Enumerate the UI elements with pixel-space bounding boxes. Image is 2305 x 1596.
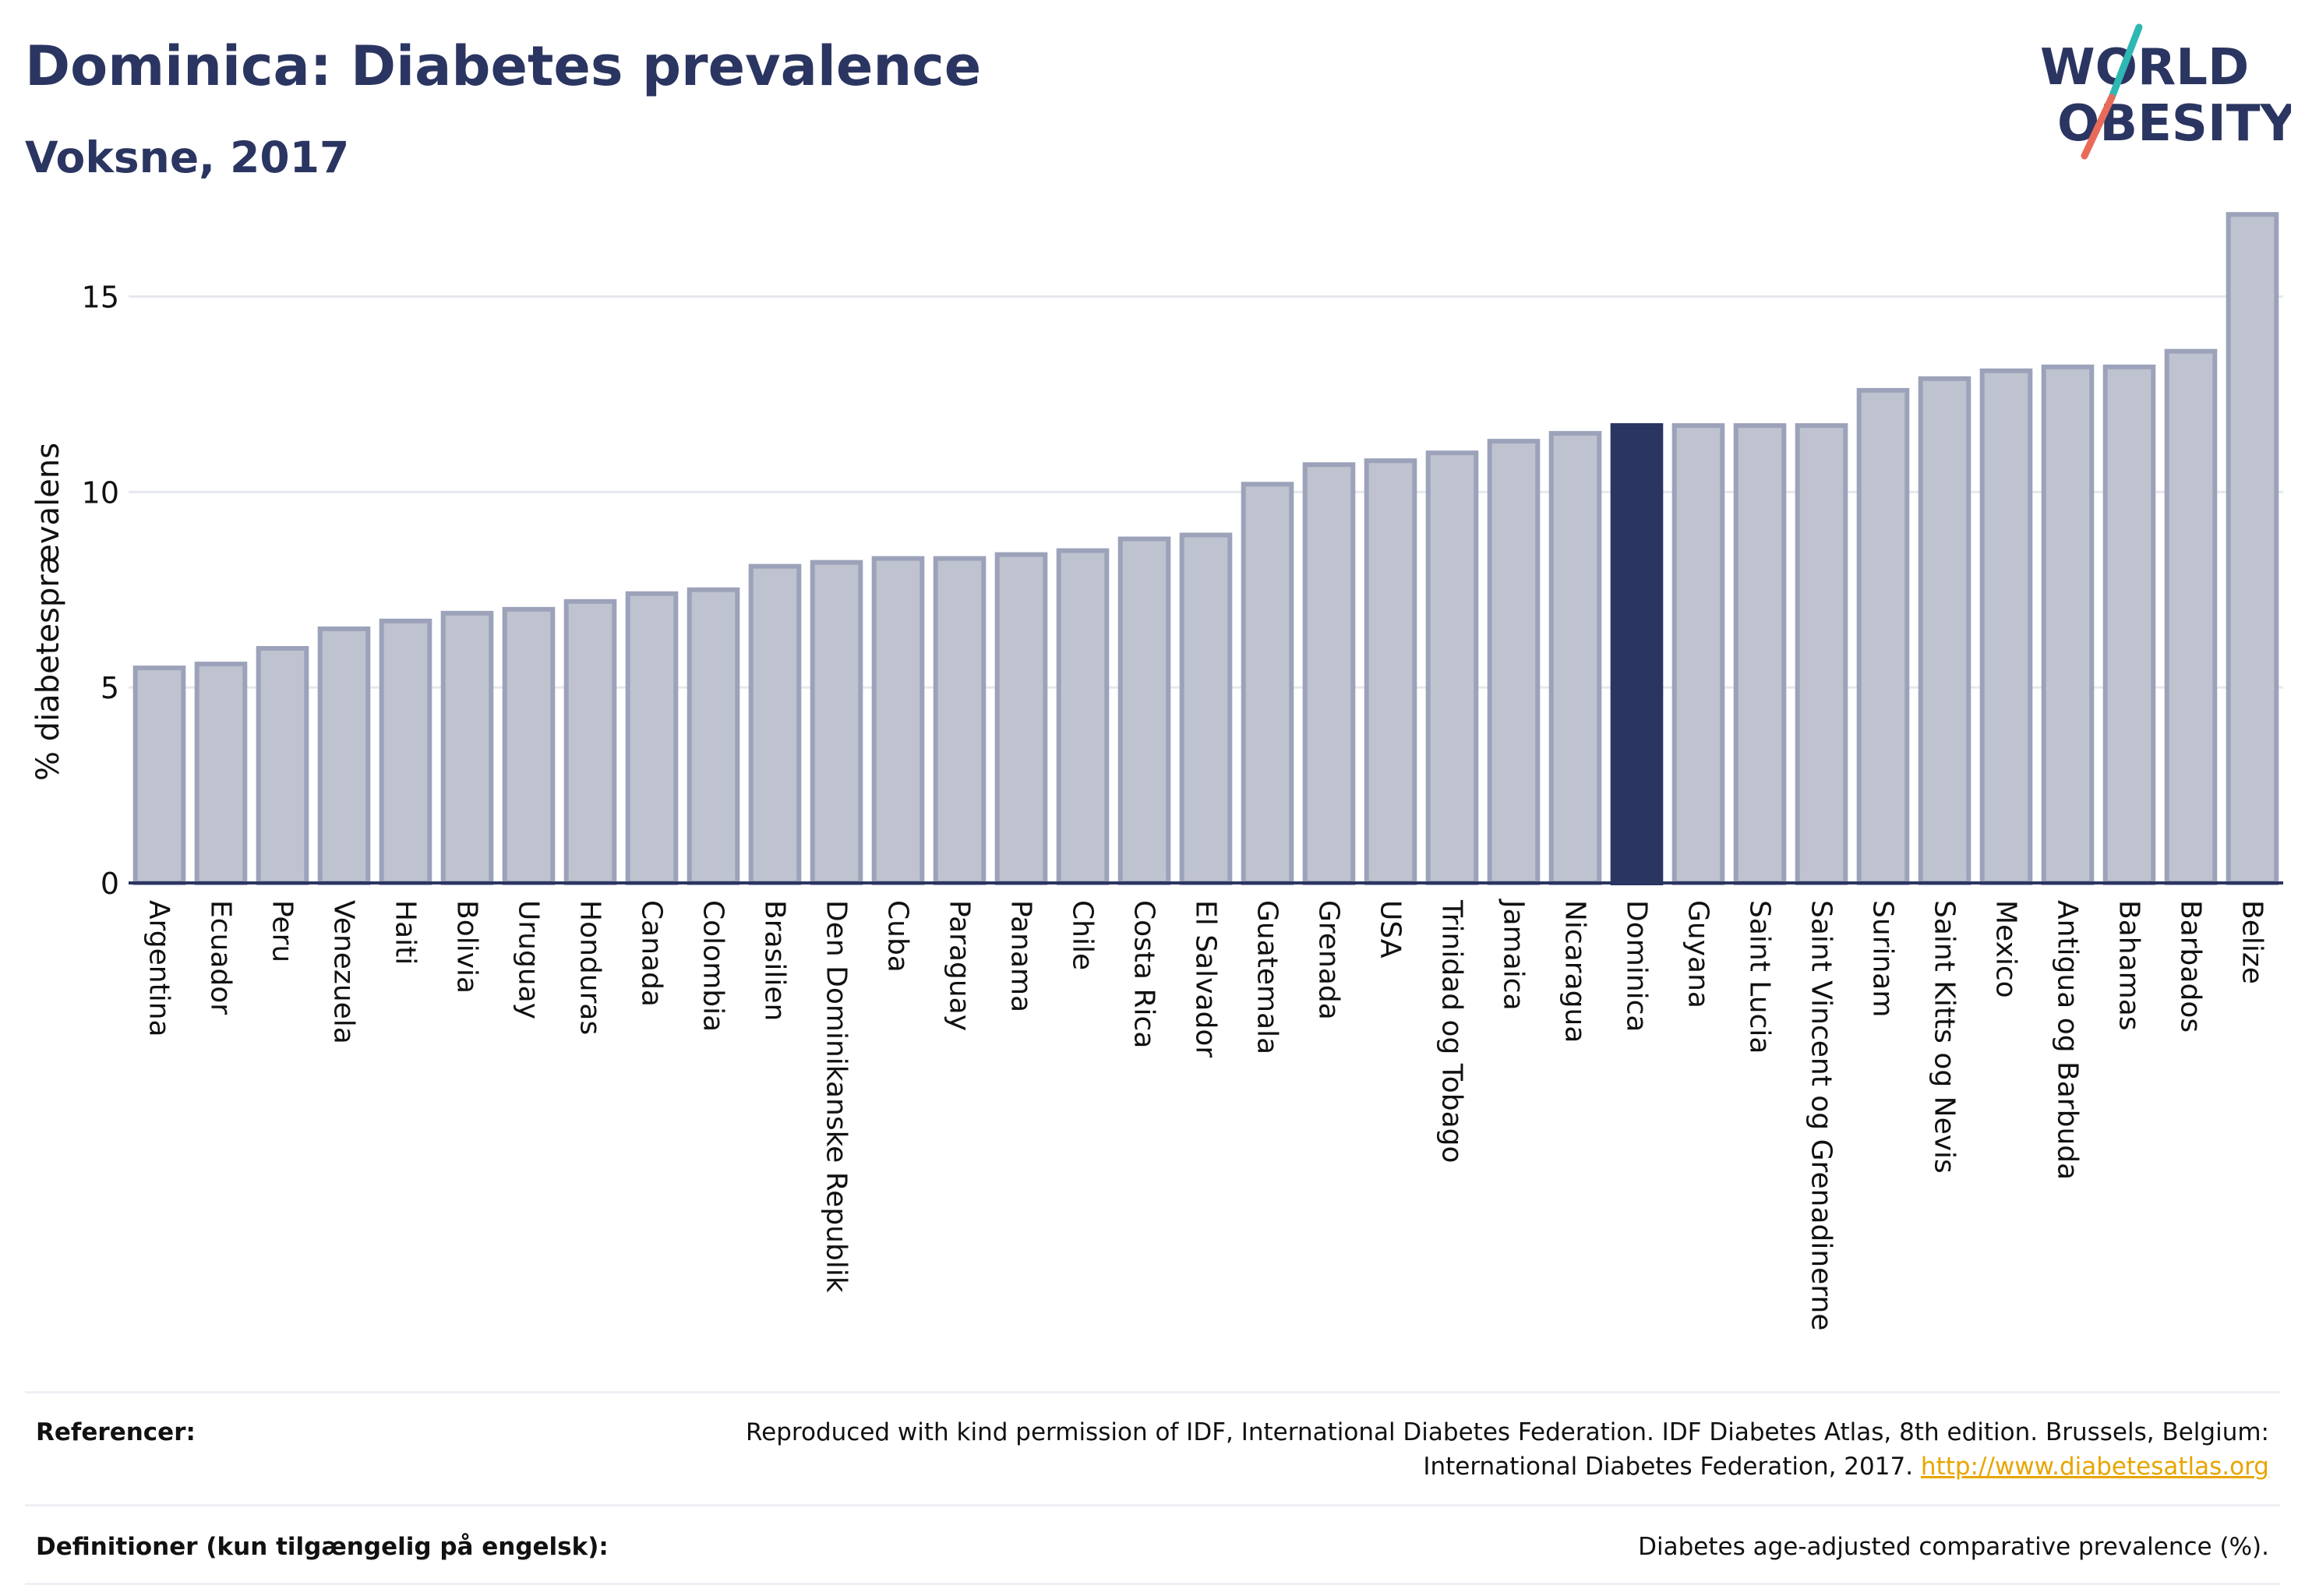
references-label: Referencer:	[36, 1418, 196, 1446]
x-tick-label: Barbados	[2175, 900, 2207, 1033]
x-tick-label: Uruguay	[513, 900, 545, 1019]
bar-highlighted	[1610, 423, 1664, 885]
bar	[1364, 458, 1417, 885]
chart-subtitle: Voksne, 2017	[25, 132, 350, 182]
bar	[256, 646, 309, 885]
x-tick-label: Canada	[636, 900, 668, 1007]
bar	[748, 563, 802, 886]
bar	[1979, 368, 2033, 886]
x-tick-label: Nicaragua	[1559, 900, 1591, 1043]
bar	[871, 556, 925, 885]
x-tick-label: Bolivia	[451, 900, 483, 994]
y-axis-label: % diabetesprævalens	[30, 443, 66, 781]
bar	[194, 662, 248, 885]
x-tick-label: Jamaica	[1498, 899, 1530, 1011]
bar	[625, 591, 679, 885]
x-tick-label: USA	[1375, 900, 1407, 959]
x-tick-label: Chile	[1067, 900, 1099, 970]
references-value: Reproduced with kind permission of IDF, …	[664, 1415, 2280, 1484]
definitions-value: Diabetes age-adjusted comparative preval…	[1638, 1533, 2269, 1561]
x-tick-label: Peru	[267, 900, 298, 962]
x-tick-label: Guyana	[1682, 900, 1714, 1008]
y-tick-label: 0	[101, 867, 119, 901]
y-tick-label: 10	[82, 475, 119, 510]
bar	[1179, 532, 1233, 885]
x-tick-label: Trinidad og Tobago	[1436, 899, 1468, 1163]
x-tick-label: Saint Vincent og Grenadinerne	[1806, 900, 1837, 1330]
x-tick-label: Colombia	[697, 900, 729, 1032]
x-tick-label: Paraguay	[944, 900, 976, 1031]
x-tick-label: Den Dominikanske Republik	[821, 900, 852, 1293]
x-tick-label: Cuba	[882, 900, 914, 973]
bar	[2102, 364, 2156, 885]
definitions-label: Definitioner (kun tilgængelig på engelsk…	[36, 1533, 609, 1561]
bar	[1671, 423, 1725, 885]
bar	[1918, 376, 1971, 886]
bar	[563, 598, 617, 885]
bar	[1302, 462, 1356, 885]
x-tick-label: Ecuador	[205, 900, 237, 1015]
bar	[1117, 536, 1171, 885]
bar	[2164, 348, 2218, 885]
bar	[1056, 548, 1110, 885]
bar	[440, 610, 494, 885]
x-tick-label: Brasilien	[759, 900, 791, 1021]
bar	[1795, 423, 1848, 885]
logo-slash-coral	[2081, 94, 2116, 160]
bar-chart: 0 5 10 15 % diabetesprævalens Argentina Ecua…	[30, 212, 2283, 1330]
x-tick-label: Venezuela	[328, 900, 360, 1044]
bar	[317, 626, 371, 886]
bar	[132, 666, 186, 885]
x-tick-label: Guatemala	[1251, 900, 1283, 1054]
footer: Referencer: Reproduced with kind permiss…	[25, 1391, 2280, 1585]
x-tick-label: Antigua og Barbuda	[2052, 900, 2084, 1180]
bar	[933, 556, 987, 885]
x-tick-label: El Salvador	[1190, 900, 1222, 1058]
x-tick-label: Bahamas	[2113, 900, 2145, 1031]
bar	[2041, 364, 2095, 885]
x-tick-label: Argentina	[143, 900, 175, 1037]
bar	[994, 552, 1048, 885]
references-link[interactable]: http://www.diabetesatlas.org	[1920, 1453, 2269, 1481]
y-tick-label: 15	[82, 281, 119, 315]
x-tick-label: Panama	[1005, 900, 1037, 1012]
bars	[132, 212, 2279, 886]
bar	[1856, 387, 1910, 885]
logo-slash-teal	[2108, 23, 2143, 101]
bar	[687, 587, 740, 885]
x-tick-label: Saint Kitts og Nevis	[1929, 900, 1961, 1174]
x-tick-label: Mexico	[1990, 900, 2022, 998]
x-tick-label: Belize	[2236, 900, 2268, 984]
x-tick-label: Haiti	[390, 900, 422, 965]
bar	[1425, 450, 1479, 885]
bar	[1548, 431, 1602, 885]
x-axis-tick-labels: Argentina Ecuador Peru Venezuela Haiti Bolivi…	[143, 899, 2268, 1330]
x-tick-label: Saint Lucia	[1744, 900, 1776, 1054]
bar	[379, 618, 432, 886]
y-tick-label: 5	[101, 671, 119, 705]
references-text: Reproduced with kind permission of IDF, …	[746, 1418, 2269, 1481]
bar	[2226, 212, 2279, 885]
x-tick-label: Grenada	[1313, 900, 1345, 1020]
world-obesity-logo: WORLD OBESITY	[2040, 23, 2291, 160]
bar	[1241, 482, 1294, 885]
definitions-row: Definitioner (kun tilgængelig på engelsk…	[25, 1504, 2280, 1585]
bar	[1733, 423, 1787, 885]
bar	[502, 606, 556, 885]
bar	[1487, 439, 1541, 885]
y-axis-ticks: 0 5 10 15	[82, 281, 119, 902]
x-tick-label: Surinam	[1867, 900, 1899, 1017]
bar	[810, 560, 863, 886]
x-tick-label: Honduras	[574, 900, 606, 1035]
logo-text-world: WORLD	[2040, 39, 2249, 97]
chart-title: Dominica: Diabetes prevalence	[25, 34, 982, 98]
x-tick-label: Dominica	[1621, 900, 1653, 1033]
references-row: Referencer: Reproduced with kind permiss…	[25, 1391, 2280, 1504]
x-tick-label: Costa Rica	[1128, 900, 1160, 1048]
